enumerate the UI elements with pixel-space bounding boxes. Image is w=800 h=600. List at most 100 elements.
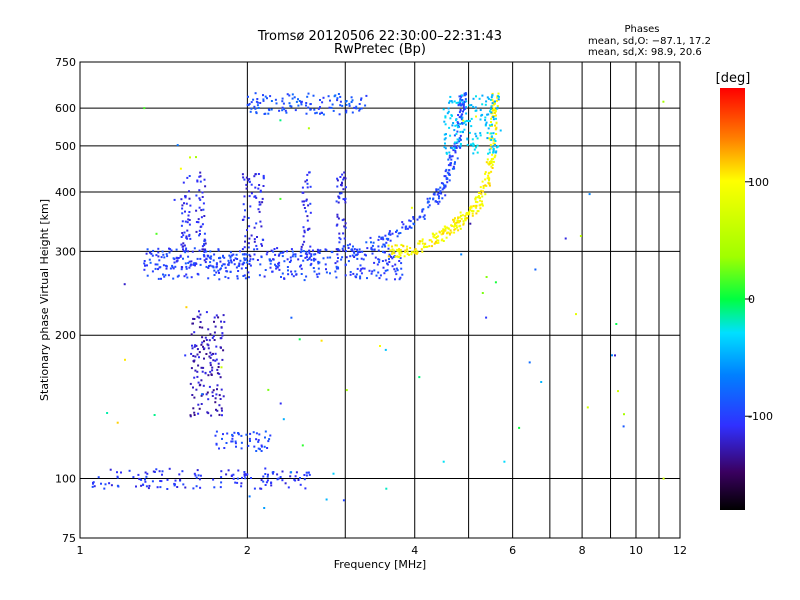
data-point: [191, 347, 194, 350]
data-point: [253, 175, 256, 178]
data-point: [477, 195, 480, 197]
data-point: [431, 232, 434, 235]
data-point: [433, 242, 436, 245]
data-point: [185, 202, 188, 205]
data-point: [479, 109, 482, 111]
data-point: [223, 263, 226, 266]
data-point: [478, 97, 481, 100]
data-point: [442, 460, 445, 463]
data-point: [195, 485, 198, 488]
data-point: [310, 255, 313, 258]
data-point: [247, 444, 250, 447]
data-point: [462, 119, 465, 122]
data-point: [241, 476, 243, 479]
data-point: [202, 366, 205, 369]
data-point: [199, 233, 201, 235]
data-point: [181, 232, 184, 234]
data-point: [423, 245, 425, 248]
data-point: [276, 473, 279, 476]
data-point: [171, 264, 174, 267]
data-point: [453, 228, 456, 231]
data-point: [221, 414, 223, 417]
data-point: [235, 266, 238, 269]
data-point: [281, 109, 284, 112]
data-point: [466, 143, 469, 146]
data-point: [431, 240, 433, 243]
data-point: [422, 208, 425, 211]
data-point: [200, 209, 203, 212]
data-point: [220, 320, 222, 323]
data-point: [245, 257, 248, 260]
data-point: [349, 243, 351, 246]
data-point: [294, 475, 297, 478]
data-point: [209, 257, 212, 260]
data-point: [418, 216, 421, 219]
data-point: [476, 196, 479, 199]
data-point: [491, 108, 494, 111]
data-point: [146, 274, 149, 277]
data-point: [458, 95, 461, 98]
data-point: [456, 138, 459, 141]
data-point: [180, 224, 183, 227]
data-point: [453, 142, 456, 145]
data-point: [297, 98, 299, 101]
data-point: [442, 108, 445, 111]
data-point: [221, 409, 223, 412]
data-point: [309, 185, 312, 188]
data-point: [463, 108, 465, 111]
data-point: [408, 219, 411, 222]
data-point: [611, 354, 613, 357]
data-point: [185, 235, 188, 238]
data-point: [469, 222, 472, 225]
data-point: [291, 250, 294, 253]
data-point: [404, 249, 407, 252]
data-point: [305, 256, 308, 258]
data-point: [490, 138, 493, 141]
data-point: [262, 177, 265, 180]
data-point: [400, 243, 403, 246]
data-point: [301, 200, 304, 203]
data-point: [222, 314, 225, 317]
data-point: [260, 225, 263, 228]
data-point: [399, 257, 402, 260]
data-point: [338, 236, 341, 239]
data-point: [220, 407, 223, 410]
data-point: [214, 359, 217, 362]
data-point: [242, 176, 245, 179]
data-point: [291, 255, 294, 258]
data-point: [461, 116, 464, 119]
data-point: [487, 127, 490, 130]
data-point: [366, 247, 369, 250]
data-point: [218, 372, 221, 375]
data-point: [343, 225, 346, 228]
data-point: [306, 173, 309, 176]
data-point: [272, 472, 274, 475]
data-point: [237, 270, 240, 272]
data-point: [243, 274, 246, 277]
data-point: [481, 203, 484, 206]
data-point: [184, 486, 187, 489]
data-point: [389, 233, 392, 236]
data-point: [172, 267, 175, 270]
data-point: [304, 180, 307, 183]
data-point: [243, 215, 246, 218]
data-point: [492, 116, 495, 118]
data-point: [492, 148, 495, 151]
data-point: [153, 414, 156, 416]
data-point: [193, 472, 196, 475]
data-point: [198, 326, 201, 329]
data-point: [198, 206, 201, 209]
data-point: [213, 339, 216, 341]
data-point: [456, 126, 459, 129]
data-point: [423, 214, 426, 217]
data-point: [295, 273, 298, 276]
data-point: [489, 143, 492, 146]
data-point: [248, 253, 251, 256]
data-point: [290, 471, 293, 474]
data-point: [180, 268, 183, 271]
data-point: [389, 249, 392, 252]
data-point: [291, 273, 293, 276]
data-point: [305, 199, 308, 202]
x-axis-label: Frequency [MHz]: [334, 558, 426, 571]
data-point: [440, 233, 443, 236]
